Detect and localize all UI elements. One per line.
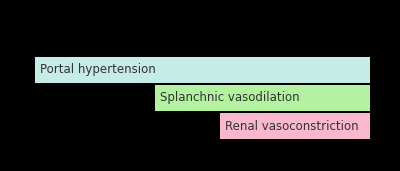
Text: Renal vasoconstriction: Renal vasoconstriction xyxy=(225,120,359,133)
Bar xyxy=(155,85,370,111)
Bar xyxy=(35,57,370,83)
Text: Splanchnic vasodilation: Splanchnic vasodilation xyxy=(160,91,300,104)
Text: Portal hypertension: Portal hypertension xyxy=(40,63,156,76)
Bar xyxy=(220,113,370,139)
